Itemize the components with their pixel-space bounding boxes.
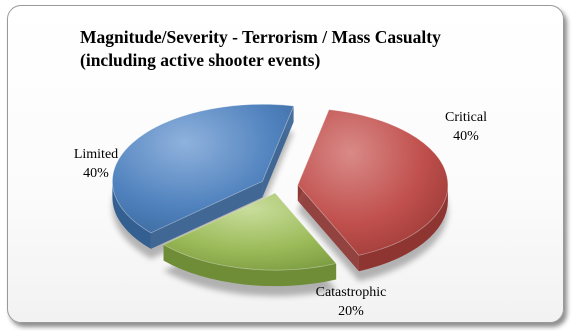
slice-wall-limited-0 — [150, 181, 263, 249]
slice-value-catastrophic: 20% — [338, 304, 364, 319]
pie-slice-critical — [297, 109, 449, 256]
slice-label-critical: Critical — [445, 110, 487, 125]
slice-value-limited: 40% — [83, 166, 109, 181]
slice-value-critical: 40% — [453, 129, 479, 144]
slice-label-limited: Limited — [74, 147, 118, 162]
slice-side-limited — [112, 181, 151, 249]
slice-label-catastrophic: Catastrophic — [316, 285, 387, 300]
slice-side-catastrophic — [163, 244, 337, 287]
chart-title-line-1: Magnitude/Severity - Terrorism / Mass Ca… — [80, 27, 441, 47]
pie-slice-limited — [112, 103, 295, 234]
chart-title-line-2: (including active shooter events) — [80, 50, 321, 70]
chart-title: Magnitude/Severity - Terrorism / Mass Ca… — [80, 26, 520, 72]
slice-wall-limited-1 — [262, 106, 294, 198]
slice-wall-critical-1 — [297, 184, 359, 272]
slice-side-critical — [358, 184, 448, 272]
pie-slice-catastrophic — [162, 192, 337, 271]
